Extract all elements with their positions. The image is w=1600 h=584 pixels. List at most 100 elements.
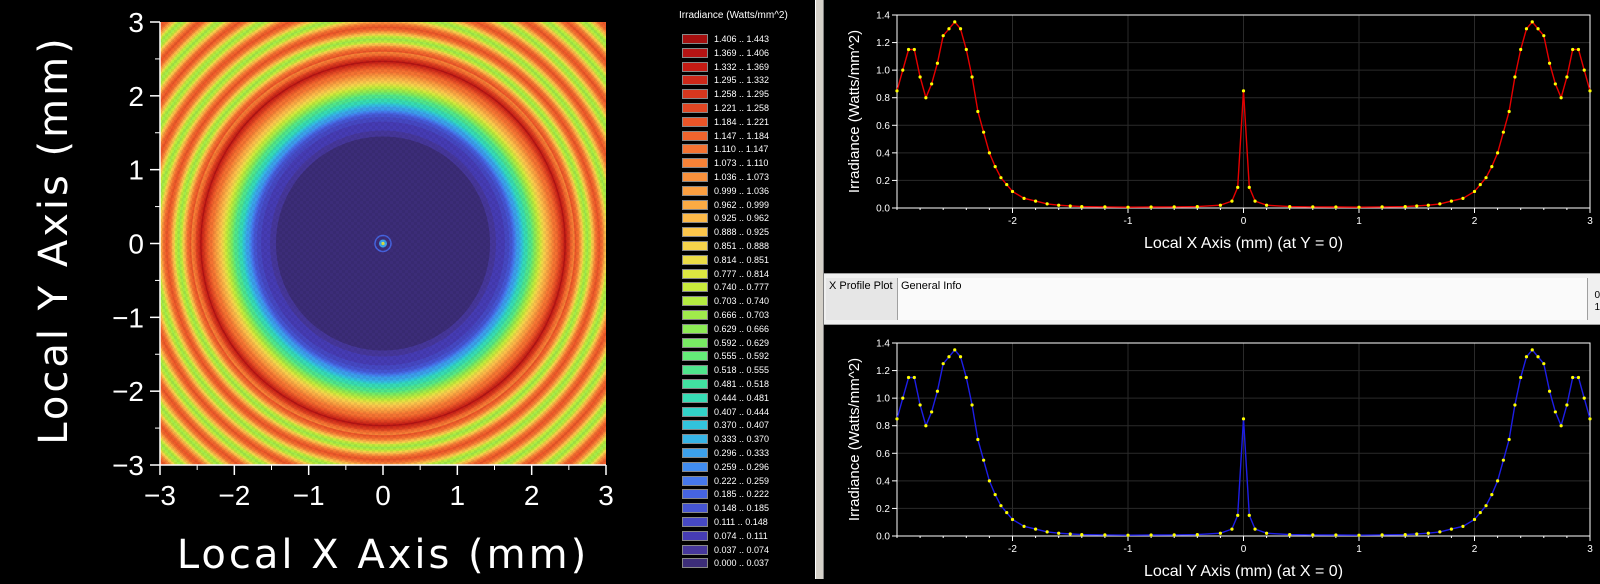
profile-point — [1501, 130, 1505, 134]
profile-point — [1571, 375, 1575, 380]
profile-point — [1553, 410, 1557, 414]
legend-item: 1.258 .. 1.295 — [682, 88, 769, 100]
profile-point — [1034, 527, 1038, 531]
legend-label: 0.777 .. 0.814 — [714, 268, 770, 279]
profile-point — [1311, 205, 1315, 209]
profile-point — [1357, 205, 1361, 209]
heatmap-x-tick-label: 1 — [450, 480, 466, 511]
legend-swatch — [682, 406, 708, 417]
profile-point — [993, 493, 997, 497]
heatmap-x-tick-label: 0 — [375, 480, 391, 511]
y-tick-label: 1.2 — [876, 366, 890, 377]
legend-swatch — [682, 517, 708, 527]
profile-point — [1288, 205, 1292, 209]
profile-point — [982, 130, 986, 134]
profile-point — [1507, 109, 1511, 114]
profile-point — [906, 47, 911, 52]
tab-x-profile-plot[interactable]: X Profile Plot — [826, 278, 898, 320]
profile-point — [1547, 61, 1552, 65]
legend-swatch — [682, 323, 708, 334]
legend-item: 1.110 .. 1.147 — [682, 143, 768, 155]
profile-point — [912, 375, 916, 380]
x-profile-chart: -2 -1 0 1 2 3 0.0 0.2 0.4 0.6 0.8 1.0 1.2 1.4 Local X … — [846, 11, 1593, 253]
legend-swatch — [682, 489, 708, 500]
profile-point — [1218, 531, 1222, 535]
profile-point — [1472, 517, 1477, 522]
legend-item: 0.851 .. 0.888 — [682, 240, 769, 252]
profile-point — [1149, 205, 1153, 209]
legend-label: 1.184 .. 1.221 — [714, 116, 770, 127]
legend-swatch — [682, 116, 708, 127]
legend-item: 1.036 .. 1.073 — [682, 171, 769, 183]
profile-point — [947, 27, 951, 31]
legend-item: 0.999 .. 1.036 — [682, 185, 769, 197]
x-tick-label: -1 — [1124, 216, 1133, 227]
legend-label: 0.592 .. 0.629 — [714, 337, 770, 348]
profile-point — [958, 355, 963, 359]
profile-point — [1172, 533, 1176, 537]
legend-label: 0.333 .. 0.370 — [714, 434, 770, 445]
legend-label: 0.518 .. 0.555 — [714, 365, 770, 376]
legend-item: 0.888 .. 0.925 — [682, 226, 769, 238]
profile-point — [999, 176, 1003, 180]
profile-point — [976, 437, 980, 442]
legend-label: 0.851 .. 0.888 — [714, 241, 770, 251]
legend-swatch — [682, 461, 708, 472]
legend-swatch — [682, 544, 708, 555]
legend-label: 0.555 .. 0.592 — [714, 351, 770, 362]
x-axis-label: Local X Axis (mm) (at Y = 0) — [1144, 235, 1343, 252]
profile-point — [1236, 513, 1240, 517]
profile-point — [1565, 75, 1569, 79]
legend-label: 1.258 .. 1.295 — [714, 89, 770, 100]
legend-swatch — [682, 503, 708, 514]
legend-item: 0.333 .. 0.370 — [682, 433, 769, 445]
legend-item: 0.740 .. 0.777 — [682, 281, 769, 293]
legend-swatch — [682, 130, 708, 141]
legend-swatch — [682, 475, 708, 486]
profile-point — [1582, 68, 1586, 72]
tab-strip: X Profile Plot General Info 0 1 — [824, 273, 1600, 325]
legend-item: 0.518 .. 0.555 — [682, 364, 769, 376]
legend-label: 0.370 .. 0.407 — [714, 420, 770, 431]
heatmap-x-tick-label: −3 — [144, 480, 176, 511]
legend-item: 1.332 .. 1.369 — [682, 61, 769, 73]
y-axis-label: Irradiance (Watts/mm^2) — [846, 358, 863, 521]
profile-point — [1068, 532, 1072, 536]
legend-label: 0.222 .. 0.259 — [714, 475, 770, 486]
legend-label: 1.369 .. 1.406 — [714, 47, 770, 58]
x-tick-label: 1 — [1356, 216, 1362, 227]
profile-point — [953, 20, 957, 24]
y-tick-label: 0.2 — [876, 176, 890, 187]
legend-swatch — [682, 75, 708, 86]
splitter-bar[interactable] — [815, 0, 824, 579]
heatmap-x-tick-label: 3 — [598, 480, 614, 511]
legend-label: 1.073 .. 1.110 — [714, 158, 769, 169]
tab-general-info[interactable]: General Info — [898, 278, 1588, 320]
heatmap-y-tick-label: −1 — [112, 302, 144, 333]
legend-swatch — [682, 254, 708, 265]
y-tick-label: 0.4 — [876, 148, 890, 159]
profile-point — [941, 362, 945, 366]
heatmap-y-tick-label: −3 — [112, 450, 144, 481]
legend-label: 1.332 .. 1.369 — [714, 61, 770, 72]
legend-swatch — [682, 310, 708, 320]
y-tick-label: 0.6 — [876, 121, 890, 132]
profile-point — [1576, 47, 1581, 52]
profile-point — [1415, 532, 1419, 536]
legend-label: 0.999 .. 1.036 — [714, 185, 770, 196]
x-axis-label: Local Y Axis (mm) (at X = 0) — [1144, 563, 1343, 579]
profile-point — [1126, 533, 1130, 537]
heatmap-xlabel: Local X Axis (mm) — [176, 532, 590, 578]
profile-point — [1149, 533, 1153, 537]
profile-point — [918, 75, 922, 79]
legend-swatch — [682, 365, 708, 376]
legend-swatch — [682, 351, 708, 362]
profile-point — [1265, 203, 1269, 207]
profile-point — [982, 458, 986, 462]
legend-swatch — [682, 158, 708, 169]
legend-label: 0.925 .. 0.962 — [714, 213, 770, 224]
profile-point — [1068, 204, 1072, 208]
legend-item: 1.295 .. 1.332 — [682, 74, 769, 86]
profile-point — [906, 375, 911, 380]
profile-point — [1576, 375, 1581, 380]
